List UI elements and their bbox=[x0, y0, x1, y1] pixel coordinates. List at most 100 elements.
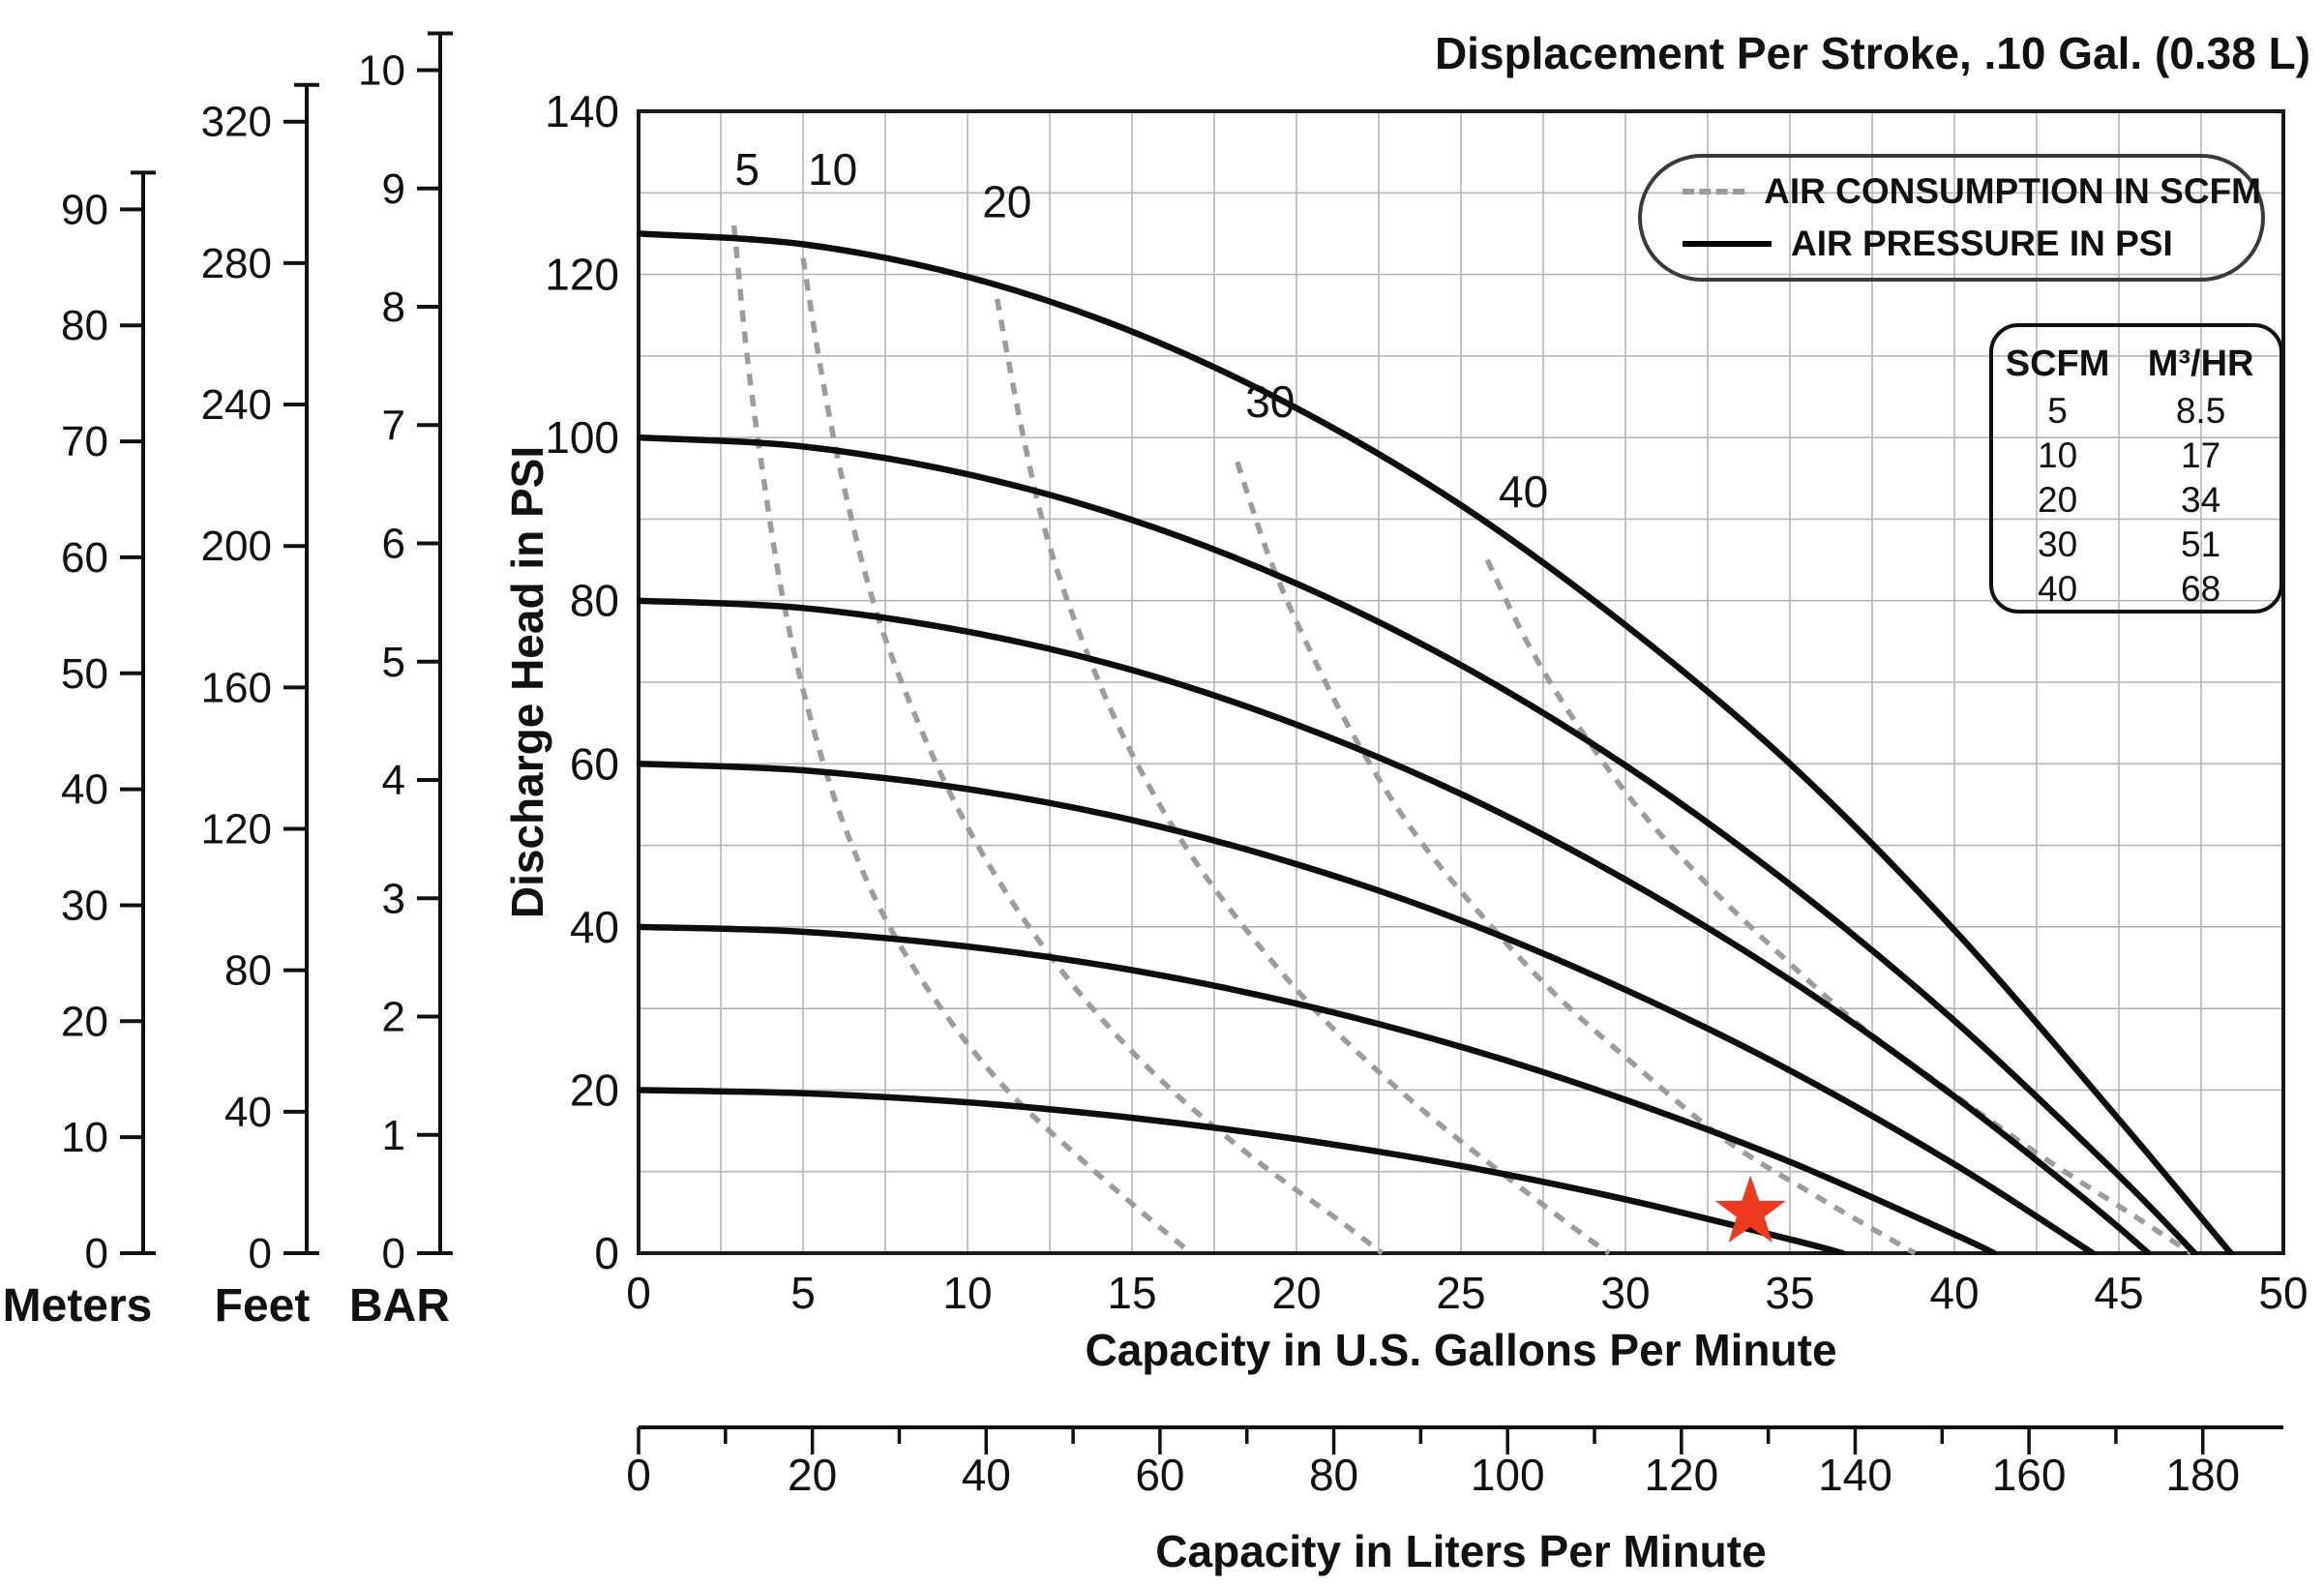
grid bbox=[639, 111, 2283, 1253]
liters-tick-label: 40 bbox=[962, 1450, 1011, 1500]
air-pressure-legend-label: AIR PRESSURE IN PSI bbox=[1791, 224, 2173, 263]
x-tick-label: 20 bbox=[1271, 1268, 1321, 1318]
feet-scale bbox=[283, 82, 319, 1255]
liters-tick-label: 100 bbox=[1471, 1450, 1545, 1500]
meters-scale-label: Meters bbox=[2, 1280, 153, 1332]
meters-scale-tick-label: 70 bbox=[61, 418, 108, 465]
m3hr-column-header: M³/HR bbox=[2147, 344, 2254, 384]
bar-scale-tick-label: 5 bbox=[382, 639, 405, 686]
air-consumption-curve bbox=[994, 298, 1611, 1255]
y-tick-label: 40 bbox=[570, 902, 619, 952]
meters-scale-tick-label: 80 bbox=[61, 302, 108, 349]
x-tick-label: 50 bbox=[2258, 1268, 2308, 1318]
feet-scale-label: Feet bbox=[214, 1280, 311, 1332]
conversion-table-rows: 5 8.5 10 17 20 34 30 51 40 68 bbox=[1993, 389, 2279, 612]
bar-scale-tick-label: 2 bbox=[382, 994, 405, 1041]
liters-tick-label: 20 bbox=[788, 1450, 837, 1500]
plot-frame bbox=[637, 109, 2285, 1255]
bar-scale-tick-label: 8 bbox=[382, 284, 405, 331]
pressure-curve bbox=[637, 597, 2152, 1255]
pressure-curve bbox=[637, 761, 2097, 1255]
m3hr-value: 8.5 bbox=[2175, 391, 2226, 431]
pressure-curve bbox=[637, 923, 1998, 1255]
meters-scale-tick-label: 90 bbox=[61, 186, 108, 233]
air-consumption-curve bbox=[800, 257, 1385, 1255]
air-curve-label: 5 bbox=[734, 144, 760, 195]
conversion-table-header: SCFM M³/HR bbox=[1993, 339, 2279, 389]
y-tick-label: 80 bbox=[570, 576, 619, 626]
feet-scale-tick-label: 80 bbox=[224, 947, 272, 995]
y-axis-title: Discharge Head in PSI bbox=[502, 445, 552, 919]
air-consumption-curve bbox=[1235, 461, 1917, 1255]
scfm-column-header: SCFM bbox=[2005, 344, 2110, 384]
air-curve-label: 20 bbox=[982, 177, 1031, 227]
m3hr-value: 51 bbox=[2181, 524, 2221, 564]
air-consumption-curve bbox=[730, 225, 1193, 1255]
bar-scale-tick-label: 7 bbox=[382, 402, 405, 449]
pressure-curve bbox=[637, 1087, 1846, 1255]
x-tick-label: 30 bbox=[1600, 1268, 1650, 1318]
air-curve-label: 40 bbox=[1499, 466, 1548, 517]
x-tick-label: 0 bbox=[626, 1268, 651, 1318]
dashed-line-sample bbox=[1683, 189, 1745, 195]
feet-scale-tick-label: 120 bbox=[201, 806, 272, 854]
meters-scale-tick-label: 30 bbox=[61, 882, 108, 929]
liters-tick-label: 140 bbox=[1818, 1450, 1892, 1500]
air-consumption-curve bbox=[1484, 558, 2193, 1255]
pressure-curve bbox=[637, 434, 2198, 1255]
y-tick-label: 20 bbox=[570, 1064, 619, 1115]
scfm-value: 10 bbox=[2038, 435, 2078, 475]
liters-tick-label: 60 bbox=[1135, 1450, 1184, 1500]
legend-row-air-pressure: AIR PRESSURE IN PSI bbox=[1683, 224, 2261, 264]
conversion-table-row: 40 68 bbox=[1993, 567, 2279, 612]
feet-scale-tick-label: 280 bbox=[201, 240, 272, 287]
pressure-curves bbox=[637, 230, 2234, 1255]
bar-scale bbox=[417, 31, 453, 1255]
y-tick-label: 0 bbox=[594, 1228, 619, 1278]
feet-scale-tick-label: 240 bbox=[201, 381, 272, 429]
scfm-value: 30 bbox=[2038, 524, 2078, 564]
scfm-value: 5 bbox=[2047, 391, 2068, 431]
x-tick-label: 35 bbox=[1765, 1268, 1814, 1318]
conversion-table-row: 10 17 bbox=[1993, 434, 2279, 478]
meters-scale-tick-label: 0 bbox=[85, 1230, 108, 1277]
pressure-curve bbox=[637, 230, 2234, 1255]
feet-scale-tick-label: 320 bbox=[201, 99, 272, 146]
liters-tick-label: 160 bbox=[1992, 1450, 2067, 1500]
meters-scale-tick-label: 50 bbox=[61, 650, 108, 698]
m3hr-value: 34 bbox=[2181, 480, 2221, 520]
x-tick-label: 10 bbox=[942, 1268, 992, 1318]
x-axis-title: Capacity in U.S. Gallons Per Minute bbox=[1085, 1325, 1837, 1375]
y-tick-label: 140 bbox=[545, 86, 619, 136]
liters-tick-label: 180 bbox=[2165, 1450, 2240, 1500]
x-tick-label: 15 bbox=[1107, 1268, 1156, 1318]
scfm-conversion-table: SCFM M³/HR 5 8.5 10 17 20 34 30 51 40 68 bbox=[1989, 323, 2283, 614]
feet-scale-tick-label: 0 bbox=[249, 1230, 272, 1277]
bar-scale-tick-label: 10 bbox=[358, 47, 405, 95]
y-tick-label: 100 bbox=[545, 412, 619, 463]
bar-scale-tick-label: 3 bbox=[382, 875, 405, 922]
meters-scale-tick-label: 40 bbox=[61, 766, 108, 814]
legend: AIR CONSUMPTION IN SCFM AIR PRESSURE IN … bbox=[1638, 154, 2265, 282]
x-tick-labels: 0 5 10 15 20 25 30 35 40 45 50 bbox=[626, 1268, 2308, 1318]
liters-axis-title: Capacity in Liters Per Minute bbox=[1155, 1526, 1767, 1576]
m3hr-value: 68 bbox=[2181, 569, 2221, 609]
y-tick-labels: 0 20 40 60 80 100 120 140 bbox=[545, 86, 619, 1278]
scfm-value: 20 bbox=[2038, 480, 2078, 520]
bar-scale-tick-label: 0 bbox=[382, 1230, 405, 1277]
conversion-table-row: 30 51 bbox=[1993, 523, 2279, 567]
feet-scale-tick-label: 200 bbox=[201, 523, 272, 570]
meters-scale-tick-label: 10 bbox=[61, 1114, 108, 1161]
air-consumption-curves bbox=[730, 225, 2193, 1255]
y-tick-label: 60 bbox=[570, 738, 619, 789]
air-curve-label: 10 bbox=[808, 144, 857, 195]
bar-scale-label: BAR bbox=[349, 1280, 450, 1332]
bar-scale-tick-label: 1 bbox=[382, 1112, 405, 1159]
y-tick-label: 120 bbox=[545, 250, 619, 300]
bar-scale-tick-label: 9 bbox=[382, 165, 405, 213]
x-tick-label: 25 bbox=[1436, 1268, 1485, 1318]
meters-scale bbox=[120, 170, 156, 1255]
feet-scale-tick-label: 40 bbox=[224, 1089, 272, 1136]
